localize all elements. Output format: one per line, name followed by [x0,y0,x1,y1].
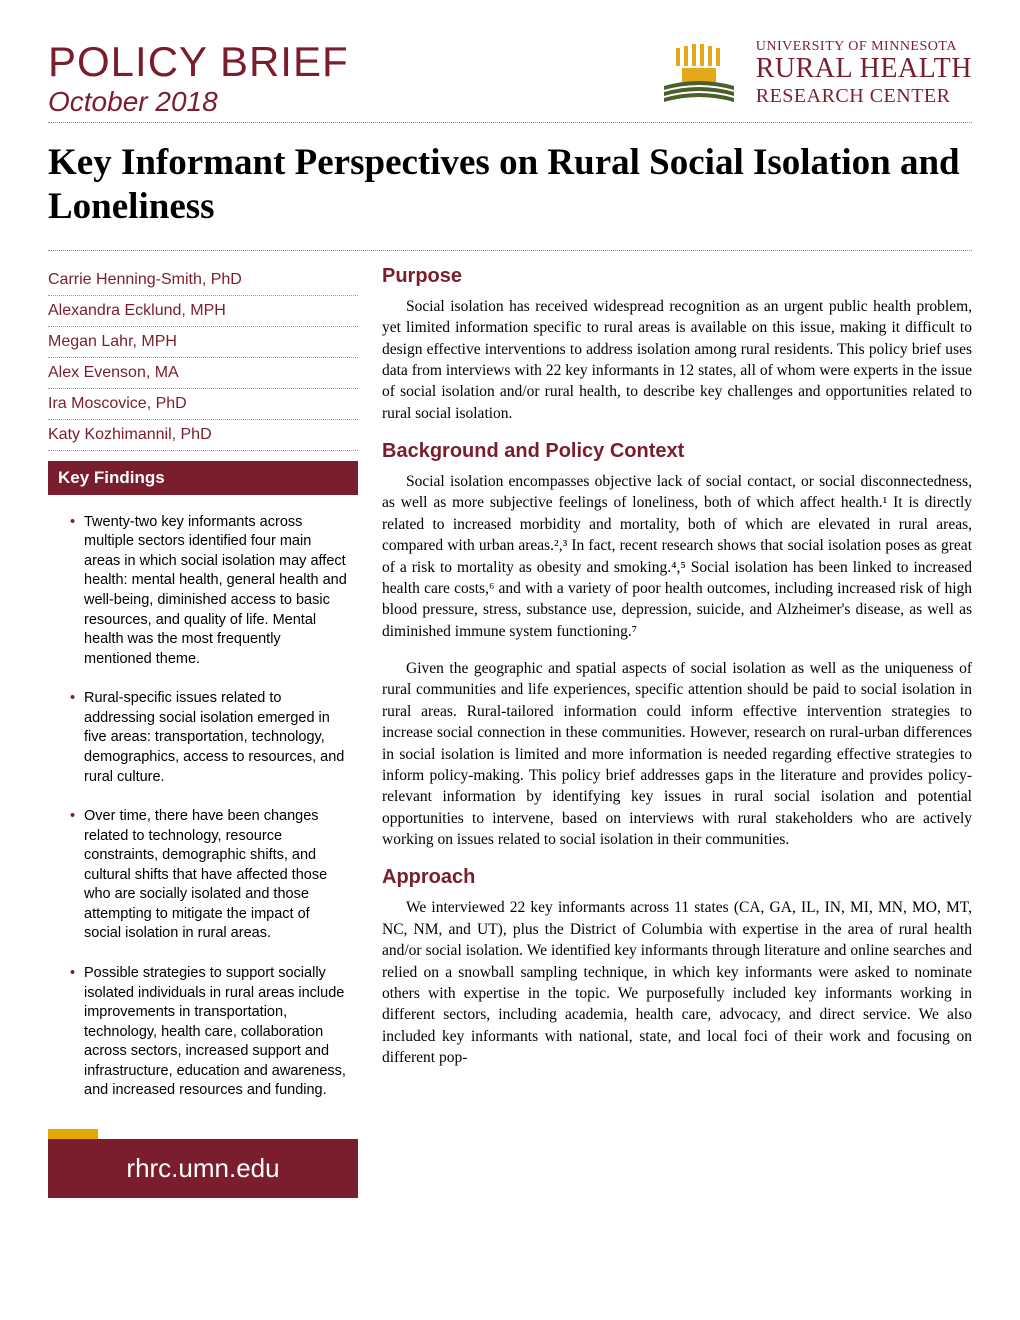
background-para1: Social isolation encompasses objective l… [382,471,972,642]
purpose-text: Social isolation has received widespread… [382,296,972,424]
main-title: Key Informant Perspectives on Rural Soci… [48,141,972,230]
key-findings-header: Key Findings [48,461,358,495]
author: Alexandra Ecklund, MPH [48,296,358,327]
org-line2: RURAL HEALTH [756,54,972,85]
background-para2: Given the geographic and spatial aspects… [382,658,972,850]
author: Alex Evenson, MA [48,358,358,389]
purpose-heading: Purpose [382,265,972,288]
content-area: Carrie Henning-Smith, PhD Alexandra Eckl… [48,250,972,1198]
approach-heading: Approach [382,866,972,889]
finding-item: Over time, there have been changes relat… [70,807,348,944]
url-banner: rhrc.umn.edu [48,1139,358,1198]
brief-date: October 2018 [48,86,654,118]
header-left: POLICY BRIEF October 2018 [48,38,654,118]
approach-text: We interviewed 22 key informants across … [382,897,972,1068]
author: Ira Moscovice, PhD [48,389,358,420]
org-name: UNIVERSITY OF MINNESOTA RURAL HEALTH RES… [756,39,972,107]
background-heading: Background and Policy Context [382,440,972,463]
author: Katy Kozhimannil, PhD [48,420,358,451]
org-line1: UNIVERSITY OF MINNESOTA [756,39,972,54]
author: Megan Lahr, MPH [48,327,358,358]
brief-title: POLICY BRIEF [48,38,654,86]
finding-item: Twenty-two key informants across multipl… [70,513,348,670]
header-right: UNIVERSITY OF MINNESOTA RURAL HEALTH RES… [654,38,972,108]
sun-field-logo-icon [654,38,744,108]
finding-item: Rural-specific issues related to address… [70,689,348,787]
sidebar: Carrie Henning-Smith, PhD Alexandra Eckl… [48,265,358,1198]
author-list: Carrie Henning-Smith, PhD Alexandra Eckl… [48,265,358,451]
author: Carrie Henning-Smith, PhD [48,265,358,296]
findings-list: Twenty-two key informants across multipl… [48,495,358,1139]
finding-item: Possible strategies to support socially … [70,964,348,1101]
org-line3: RESEARCH CENTER [756,85,972,107]
main-content: Purpose Social isolation has received wi… [382,265,972,1198]
header: POLICY BRIEF October 2018 U [48,38,972,123]
